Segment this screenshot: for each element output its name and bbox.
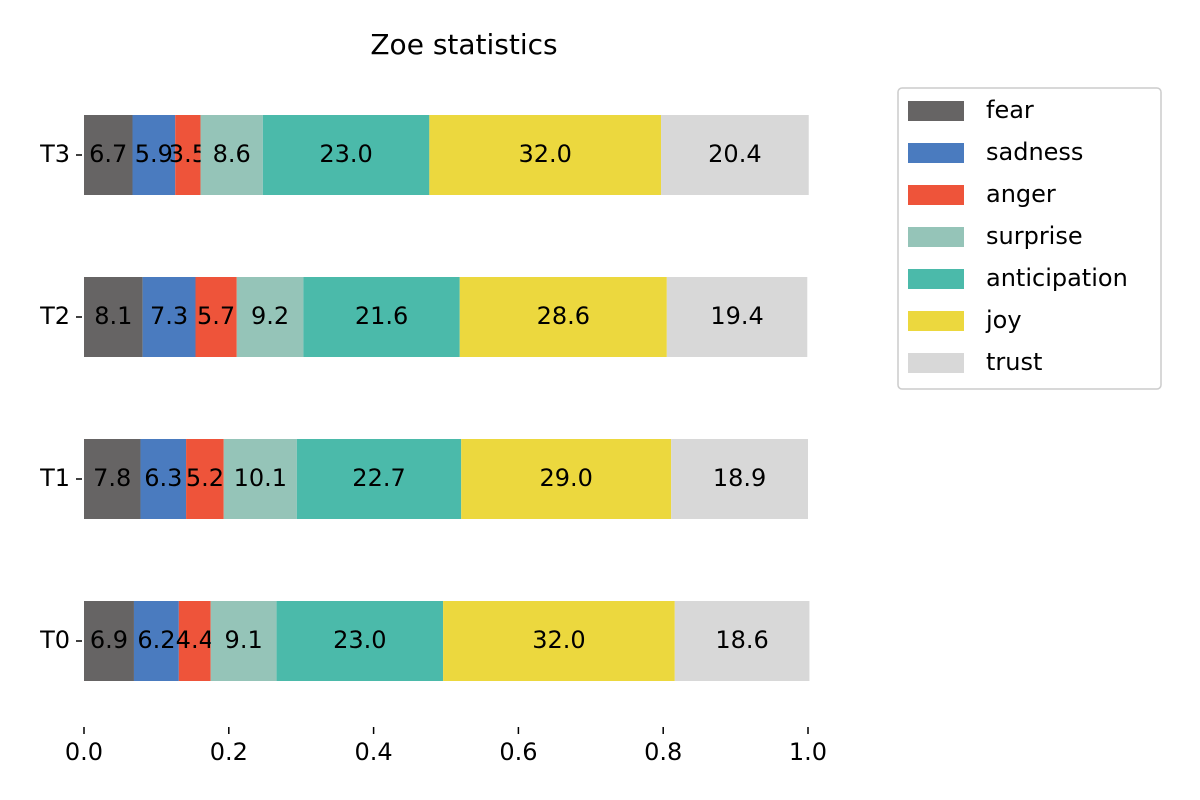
- value-label: 7.8: [93, 464, 131, 492]
- legend-swatch: [908, 101, 964, 121]
- bar-segment: [429, 115, 662, 195]
- value-label: 32.0: [518, 140, 571, 168]
- bar-segment: [175, 115, 201, 195]
- bar-segment: [443, 601, 675, 681]
- value-label: 7.3: [150, 302, 188, 330]
- bar-segment: [132, 115, 176, 195]
- y-tick-label: T0: [39, 626, 70, 654]
- value-label: 4.4: [176, 626, 214, 654]
- legend-label: trust: [986, 348, 1042, 376]
- legend-label: sadness: [986, 138, 1083, 166]
- value-label: 8.1: [94, 302, 132, 330]
- value-label: 6.7: [89, 140, 127, 168]
- value-label: 8.6: [213, 140, 251, 168]
- bar-segment: [200, 115, 263, 195]
- bar-segment: [84, 115, 133, 195]
- legend-swatch: [908, 269, 964, 289]
- bar-segment: [84, 277, 143, 357]
- bar-segment: [459, 277, 667, 357]
- bar-segment: [178, 601, 211, 681]
- bar-segment: [84, 601, 134, 681]
- value-label: 18.9: [713, 464, 766, 492]
- x-tick-label: 0.4: [355, 738, 393, 766]
- bar-segment: [262, 115, 430, 195]
- y-tick-label: T3: [39, 140, 70, 168]
- value-label: 20.4: [708, 140, 761, 168]
- bar-segment: [674, 601, 810, 681]
- value-label: 28.6: [537, 302, 590, 330]
- bar-segment: [303, 277, 460, 357]
- bar-segment: [236, 277, 304, 357]
- value-label: 9.2: [251, 302, 289, 330]
- x-tick-label: 0.0: [65, 738, 103, 766]
- bar-segment: [186, 439, 224, 519]
- legend-label: joy: [985, 306, 1022, 334]
- x-tick-label: 0.2: [210, 738, 248, 766]
- bar-segment: [276, 601, 444, 681]
- value-label: 10.1: [234, 464, 287, 492]
- bar-segment: [223, 439, 297, 519]
- legend-label: surprise: [986, 222, 1083, 250]
- legend-label: anger: [986, 180, 1056, 208]
- value-label: 21.6: [355, 302, 408, 330]
- x-tick-label: 0.6: [499, 738, 537, 766]
- legend-swatch: [908, 227, 964, 247]
- value-label: 6.2: [137, 626, 175, 654]
- bar-segment: [210, 601, 277, 681]
- bar-segment: [133, 601, 179, 681]
- bar-segment: [84, 439, 141, 519]
- legend-swatch: [908, 311, 964, 331]
- x-tick-label: 1.0: [789, 738, 827, 766]
- y-tick-label: T1: [39, 464, 70, 492]
- value-label: 23.0: [319, 140, 372, 168]
- value-label: 19.4: [710, 302, 763, 330]
- value-label: 5.2: [186, 464, 224, 492]
- value-label: 32.0: [532, 626, 585, 654]
- value-label: 22.7: [352, 464, 405, 492]
- value-label: 5.9: [135, 140, 173, 168]
- y-tick-label: T2: [39, 302, 70, 330]
- bar-segment: [671, 439, 808, 519]
- chart-title: Zoe statistics: [370, 28, 557, 61]
- legend-label: fear: [986, 96, 1034, 124]
- legend-swatch: [908, 353, 964, 373]
- value-label: 29.0: [539, 464, 592, 492]
- bar-segment: [140, 439, 187, 519]
- legend-swatch: [908, 143, 964, 163]
- legend-label: anticipation: [986, 264, 1128, 292]
- bar-segment: [666, 277, 808, 357]
- value-label: 6.3: [144, 464, 182, 492]
- value-label: 23.0: [333, 626, 386, 654]
- value-label: 9.1: [225, 626, 263, 654]
- value-label: 5.7: [197, 302, 235, 330]
- bar-segment: [195, 277, 237, 357]
- bar-segment: [296, 439, 462, 519]
- value-label: 18.6: [715, 626, 768, 654]
- bar-segment: [461, 439, 672, 519]
- bar-segment: [661, 115, 809, 195]
- value-label: 6.9: [90, 626, 128, 654]
- bar-segment: [142, 277, 196, 357]
- legend-swatch: [908, 185, 964, 205]
- x-tick-label: 0.8: [644, 738, 682, 766]
